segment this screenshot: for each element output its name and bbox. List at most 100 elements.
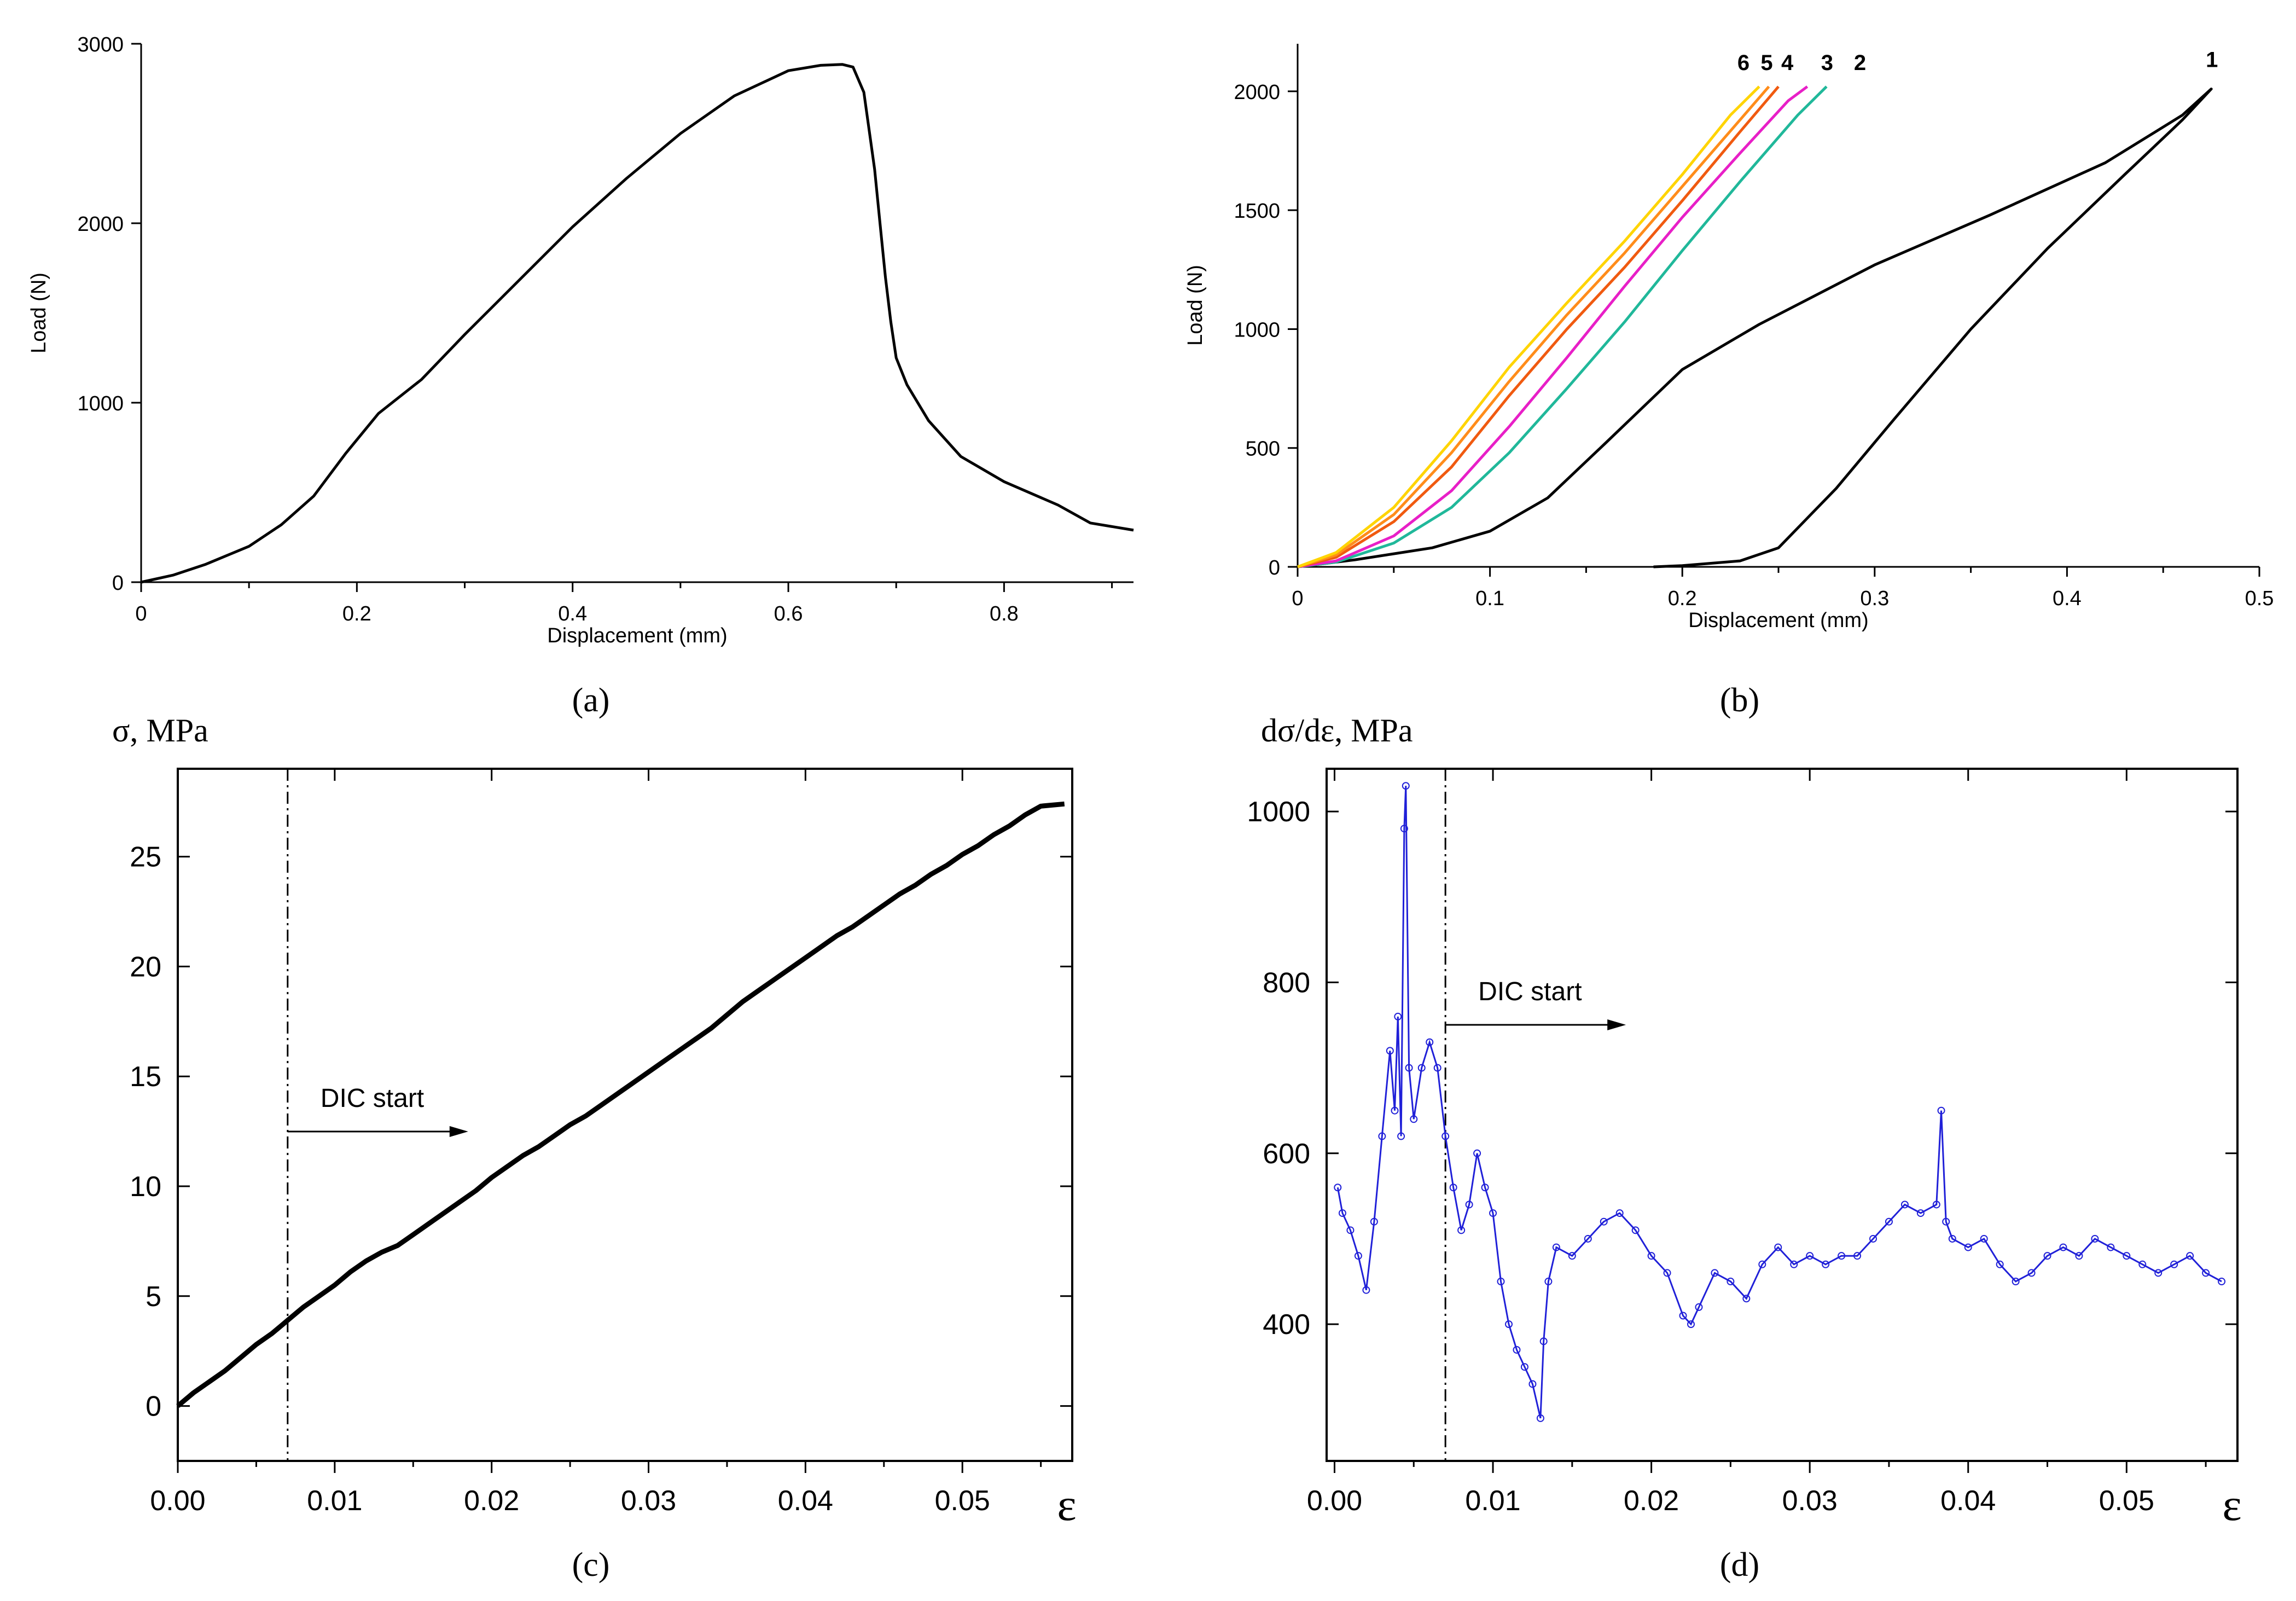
data-point (1513, 1345, 1521, 1354)
data-point (1615, 1209, 1624, 1217)
data-point (1410, 1115, 1418, 1123)
data-point (1822, 1260, 1830, 1268)
data-point (1631, 1226, 1640, 1234)
y-tick-label: 20 (130, 951, 161, 983)
x-tick-label: 0.8 (990, 602, 1019, 625)
data-point (1394, 1012, 1402, 1020)
x-axis-label: Displacement (mm) (547, 624, 727, 647)
data-point (2012, 1278, 2020, 1286)
data-point (1465, 1200, 1473, 1209)
y-tick-label: 600 (1263, 1138, 1310, 1170)
data-point (2218, 1278, 2226, 1286)
y-tick-label: 1000 (1247, 796, 1310, 828)
data-point (1334, 1184, 1342, 1192)
y-tick-label: 0 (1269, 556, 1280, 579)
data-point (1758, 1260, 1766, 1268)
y-axis-label: Load (N) (1184, 265, 1207, 346)
data-point (1942, 1217, 1950, 1226)
panel-c: 0.00 0.01 0.02 0.03 0.04 0.05 0 5 10 15 20 25 σ, MPa… (112, 712, 1077, 1530)
x-tick-label: 0.01 (307, 1485, 362, 1517)
data-point (2091, 1234, 2099, 1243)
data-point (1679, 1312, 1687, 1320)
x-axis-label: ε (1057, 1480, 1076, 1530)
y-tick-label: 10 (130, 1171, 161, 1203)
data-point (1449, 1184, 1457, 1192)
series-line-6 (1297, 85, 1760, 569)
caption-a: (a) (572, 682, 610, 719)
data-point (1647, 1252, 1655, 1260)
data-point (1473, 1149, 1481, 1157)
data-point (1687, 1320, 1695, 1329)
data-point (2154, 1269, 2163, 1277)
data-point (1600, 1217, 1608, 1226)
x-tick-label: 0.2 (342, 602, 371, 625)
dic-start-label: DIC start (1478, 977, 1582, 1006)
x-tick-label: 0.01 (1465, 1485, 1520, 1517)
data-point (1400, 825, 1408, 833)
series-line-2 (1297, 85, 1828, 569)
data-point (1391, 1106, 1399, 1115)
data-point (2059, 1243, 2067, 1251)
y-tick-label: 800 (1263, 967, 1310, 999)
x-tick-label: 0 (135, 602, 147, 625)
data-point (2107, 1243, 2115, 1251)
x-tick-label: 0.2 (1668, 587, 1697, 610)
data-point (1964, 1243, 1972, 1251)
data-point (1441, 1132, 1450, 1140)
data-point (1370, 1217, 1378, 1226)
data-point (1402, 782, 1410, 790)
x-tick-label: 0.03 (1782, 1485, 1838, 1517)
data-point (1806, 1252, 1814, 1260)
y-axis-label: dσ/dε, MPa (1261, 712, 1413, 749)
cycle-label-1: 1 (2206, 48, 2218, 72)
data-point (1362, 1286, 1370, 1294)
data-point (1338, 1209, 1346, 1217)
y-tick-label: 0 (112, 572, 124, 595)
panel-a: 0 0.2 0.4 0.6 0.8 0 1000 2000 3000 Displacement (… (27, 33, 1134, 647)
data-point (1417, 1064, 1426, 1072)
data-point (1457, 1226, 1466, 1234)
data-point (1980, 1234, 1988, 1243)
series-line-5 (1297, 85, 1770, 569)
data-point (1405, 1064, 1413, 1072)
data-point (1937, 1106, 1945, 1115)
y-tick-label: 1000 (1234, 318, 1280, 341)
x-axis-label: ε (2222, 1480, 2241, 1530)
cycle-label-3: 3 (1821, 51, 1833, 75)
cycle-label-4: 4 (1781, 51, 1794, 75)
series-line-1 (1297, 88, 2213, 569)
y-tick-label: 500 (1246, 438, 1280, 461)
data-point (2043, 1252, 2051, 1260)
panel-b: 0 0.1 0.2 0.3 0.4 0.5 0 500 1000 1500 2000 Displace… (1184, 44, 2274, 632)
data-point (1346, 1226, 1355, 1234)
x-tick-label: 0.04 (778, 1485, 833, 1517)
y-tick-label: 5 (146, 1281, 161, 1313)
data-point (2170, 1260, 2178, 1268)
cycle-label-5: 5 (1760, 51, 1772, 75)
x-tick-label: 0 (1292, 587, 1303, 610)
data-point (1528, 1380, 1537, 1388)
data-point (1885, 1217, 1893, 1226)
dic-start-arrowhead (449, 1126, 468, 1137)
caption-b: (b) (1720, 682, 1759, 719)
cycle-label-6: 6 (1737, 51, 1749, 75)
data-point (1539, 1337, 1548, 1345)
data-point (1853, 1252, 1862, 1260)
data-point (1378, 1132, 1386, 1140)
x-tick-label: 0.4 (558, 602, 587, 625)
dic-start-arrowhead (1607, 1019, 1626, 1030)
data-point (1433, 1064, 1441, 1072)
data-point (2075, 1252, 2083, 1260)
plot-frame (177, 768, 1073, 1462)
data-point (1426, 1038, 1434, 1046)
data-point (1932, 1200, 1940, 1209)
y-tick-label: 3000 (77, 33, 124, 56)
y-tick-label: 25 (130, 842, 161, 873)
data-point (2027, 1269, 2036, 1277)
data-point (1790, 1260, 1798, 1268)
series-line-3 (1297, 85, 1809, 569)
data-point (1544, 1278, 1553, 1286)
data-point (1584, 1234, 1592, 1243)
data-point (1727, 1278, 1735, 1286)
